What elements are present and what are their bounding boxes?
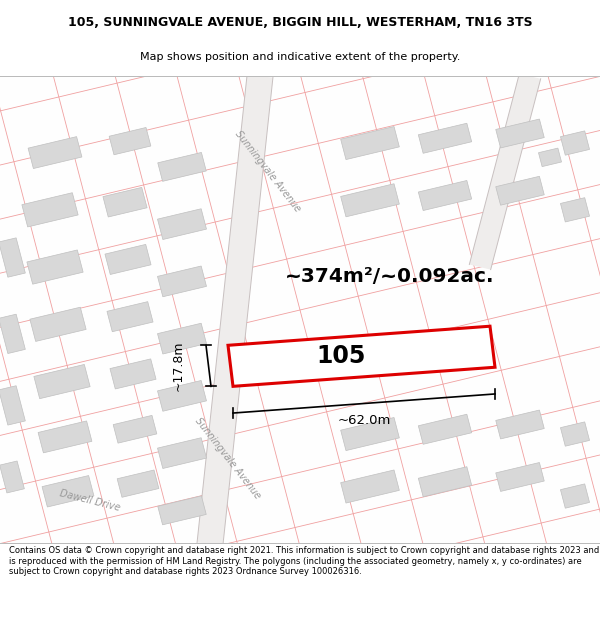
Polygon shape: [158, 323, 206, 354]
Polygon shape: [0, 386, 25, 425]
Polygon shape: [496, 176, 544, 205]
Polygon shape: [560, 131, 590, 155]
Polygon shape: [496, 462, 544, 491]
Polygon shape: [469, 74, 541, 269]
Text: Sunningvale Avenue: Sunningvale Avenue: [233, 129, 303, 214]
Polygon shape: [418, 123, 472, 153]
Polygon shape: [113, 416, 157, 443]
Text: Map shows position and indicative extent of the property.: Map shows position and indicative extent…: [140, 52, 460, 62]
Text: Sunningvale Avenue: Sunningvale Avenue: [193, 416, 263, 501]
Polygon shape: [341, 470, 400, 503]
Polygon shape: [158, 152, 206, 181]
Polygon shape: [538, 148, 562, 167]
Text: ~62.0m: ~62.0m: [337, 414, 391, 427]
Text: 105, SUNNINGVALE AVENUE, BIGGIN HILL, WESTERHAM, TN16 3TS: 105, SUNNINGVALE AVENUE, BIGGIN HILL, WE…: [68, 16, 532, 29]
Polygon shape: [117, 470, 159, 498]
Polygon shape: [28, 137, 82, 169]
Polygon shape: [0, 314, 25, 354]
Polygon shape: [228, 326, 495, 386]
Text: ~374m²/~0.092ac.: ~374m²/~0.092ac.: [285, 267, 495, 286]
Polygon shape: [110, 359, 156, 389]
Polygon shape: [103, 188, 147, 217]
Polygon shape: [38, 421, 92, 453]
Text: Dawell Drive: Dawell Drive: [59, 489, 121, 513]
Text: ~17.8m: ~17.8m: [172, 341, 185, 391]
Polygon shape: [107, 302, 153, 332]
Text: Contains OS data © Crown copyright and database right 2021. This information is : Contains OS data © Crown copyright and d…: [9, 546, 599, 576]
Polygon shape: [560, 422, 590, 446]
Polygon shape: [418, 181, 472, 211]
Polygon shape: [158, 496, 206, 525]
Polygon shape: [341, 184, 400, 217]
Polygon shape: [158, 438, 206, 469]
Polygon shape: [158, 209, 206, 239]
Polygon shape: [0, 238, 25, 278]
Polygon shape: [105, 244, 151, 274]
Polygon shape: [418, 467, 472, 497]
Polygon shape: [158, 381, 206, 411]
Polygon shape: [30, 308, 86, 341]
Polygon shape: [34, 364, 90, 399]
Text: 105: 105: [317, 344, 366, 368]
Polygon shape: [27, 250, 83, 284]
Polygon shape: [0, 461, 25, 493]
Polygon shape: [560, 198, 590, 222]
Polygon shape: [341, 126, 400, 159]
Polygon shape: [496, 410, 544, 439]
Polygon shape: [22, 192, 78, 227]
Polygon shape: [341, 418, 400, 451]
Polygon shape: [109, 127, 151, 155]
Polygon shape: [42, 476, 94, 507]
Polygon shape: [496, 119, 544, 148]
Polygon shape: [418, 414, 472, 444]
Polygon shape: [158, 266, 206, 297]
Polygon shape: [197, 75, 273, 545]
Polygon shape: [560, 484, 590, 508]
